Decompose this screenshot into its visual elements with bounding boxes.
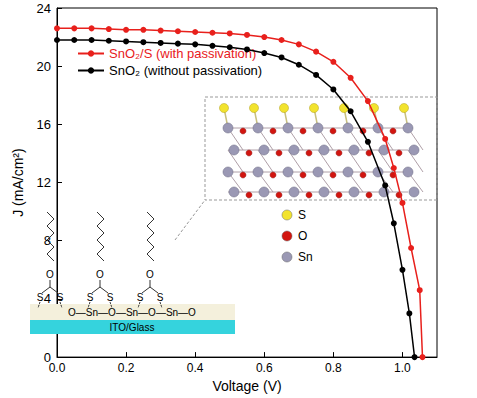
svg-text:J (mA/cm²): J (mA/cm²) [10, 148, 26, 216]
svg-text:0.2: 0.2 [118, 361, 135, 375]
svg-text:20: 20 [37, 59, 51, 74]
svg-text:ITO/Glass: ITO/Glass [110, 322, 155, 333]
svg-text:12: 12 [37, 175, 51, 190]
svg-text:16: 16 [37, 117, 51, 132]
svg-text:O: O [46, 269, 54, 280]
svg-text:Voltage (V): Voltage (V) [212, 378, 281, 394]
svg-text:1.0: 1.0 [394, 361, 411, 375]
svg-text:SnO₂ (without passivation): SnO₂ (without passivation) [109, 63, 262, 78]
svg-text:O—Sn—O—Sn—O—Sn—O: O—Sn—O—Sn—O—Sn—O [68, 307, 196, 318]
svg-text:O: O [96, 269, 104, 280]
svg-text:Sn: Sn [298, 250, 313, 264]
svg-text:0.6: 0.6 [256, 361, 273, 375]
svg-text:SnO₂/S (with passivation): SnO₂/S (with passivation) [109, 46, 257, 61]
svg-text:S: S [157, 292, 164, 303]
svg-text:S: S [57, 292, 64, 303]
svg-text:4: 4 [43, 291, 51, 307]
svg-text:S: S [298, 208, 306, 222]
svg-text:0: 0 [43, 349, 51, 365]
svg-text:0.8: 0.8 [325, 361, 342, 375]
svg-text:S: S [87, 292, 94, 303]
svg-text:S: S [137, 292, 144, 303]
svg-text:S: S [107, 292, 114, 303]
svg-text:0.4: 0.4 [187, 361, 204, 375]
svg-text:0.0: 0.0 [49, 361, 66, 375]
svg-text:O: O [146, 269, 154, 280]
svg-text:S: S [37, 292, 44, 303]
svg-text:24: 24 [37, 1, 51, 16]
svg-text:O: O [298, 229, 307, 243]
svg-text:8: 8 [43, 233, 51, 249]
